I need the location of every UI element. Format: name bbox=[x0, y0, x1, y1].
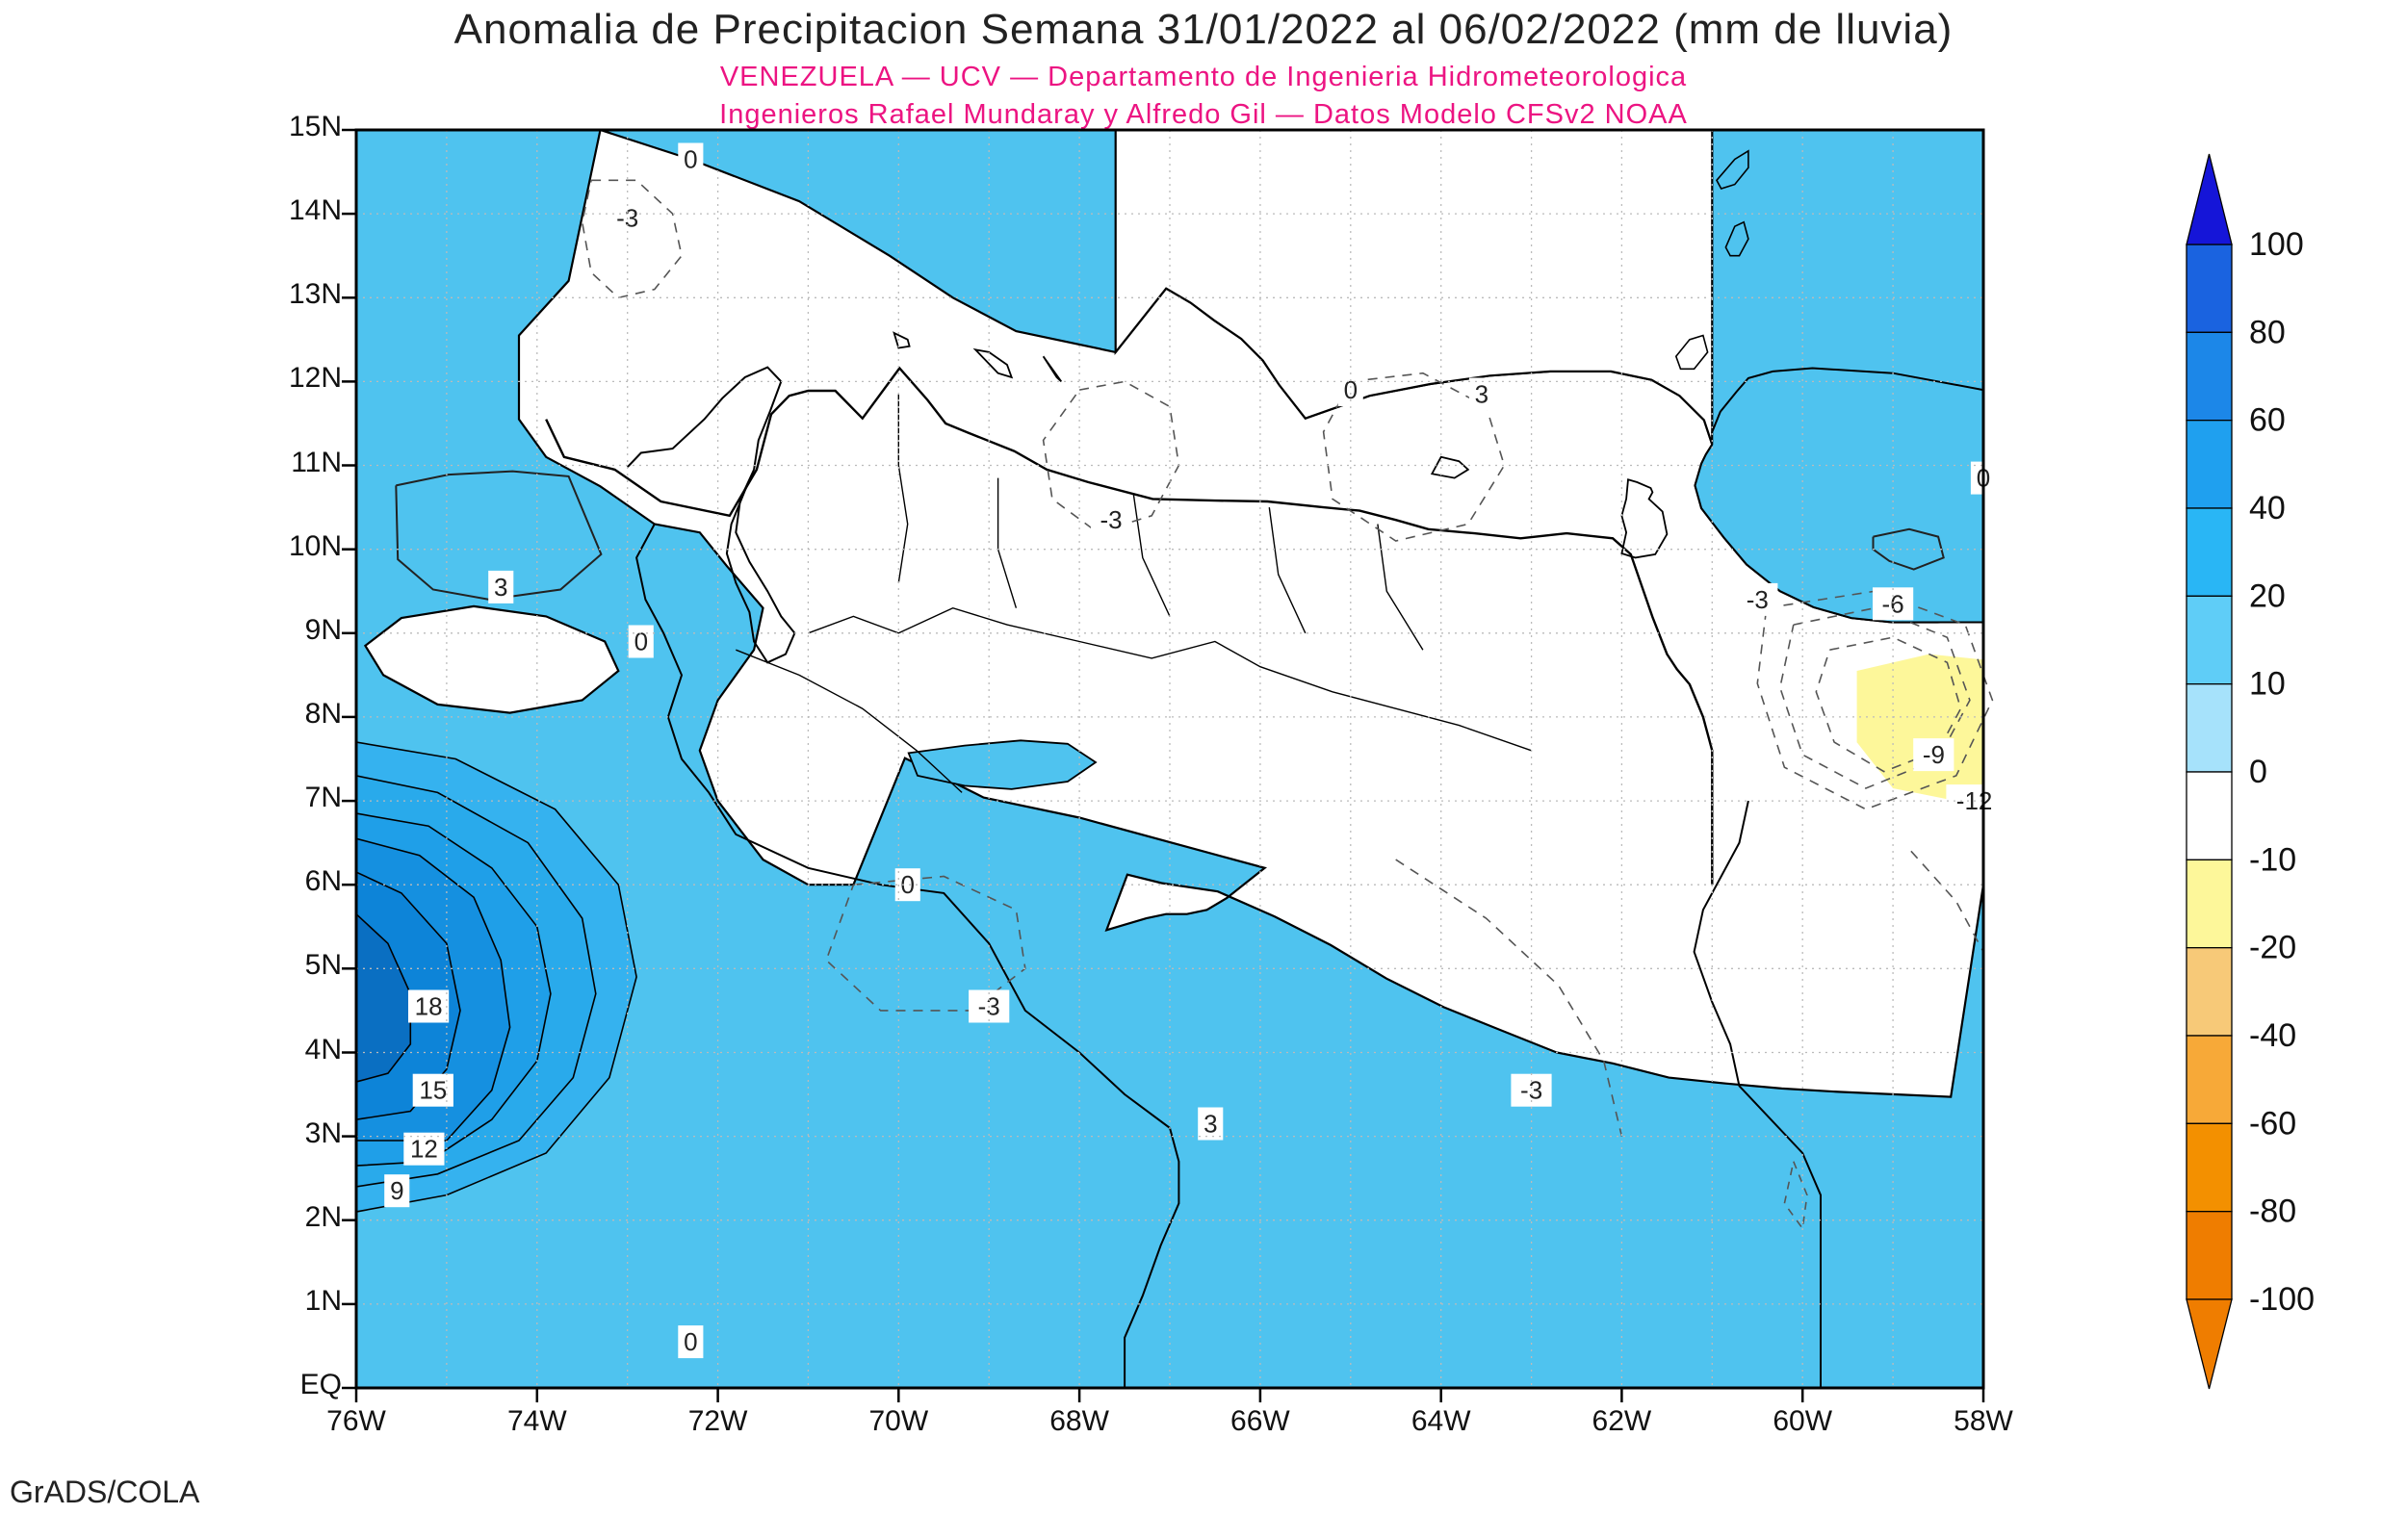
svg-text:-100: -100 bbox=[2249, 1281, 2315, 1318]
svg-text:60: 60 bbox=[2249, 402, 2286, 439]
svg-text:3: 3 bbox=[494, 573, 507, 602]
svg-text:80: 80 bbox=[2249, 314, 2286, 350]
svg-text:-80: -80 bbox=[2249, 1194, 2296, 1230]
svg-text:10: 10 bbox=[2249, 666, 2286, 703]
svg-text:18: 18 bbox=[415, 992, 443, 1021]
svg-text:40: 40 bbox=[2249, 490, 2286, 526]
svg-text:0: 0 bbox=[684, 145, 697, 174]
svg-text:0: 0 bbox=[2249, 754, 2267, 790]
svg-text:0: 0 bbox=[684, 1327, 697, 1356]
svg-text:-20: -20 bbox=[2249, 930, 2296, 966]
svg-text:-6: -6 bbox=[1882, 589, 1904, 618]
svg-text:-10: -10 bbox=[2249, 841, 2296, 878]
svg-text:-3: -3 bbox=[1100, 505, 1122, 534]
svg-text:3: 3 bbox=[1475, 380, 1488, 409]
svg-text:-40: -40 bbox=[2249, 1017, 2296, 1054]
svg-text:3: 3 bbox=[1204, 1110, 1217, 1139]
svg-text:100: 100 bbox=[2249, 226, 2304, 263]
svg-text:0: 0 bbox=[634, 628, 648, 656]
svg-text:9: 9 bbox=[390, 1176, 403, 1205]
svg-text:-60: -60 bbox=[2249, 1105, 2296, 1142]
svg-text:12: 12 bbox=[410, 1135, 438, 1164]
svg-text:15: 15 bbox=[419, 1076, 447, 1105]
svg-text:-9: -9 bbox=[1923, 740, 1945, 769]
svg-text:-3: -3 bbox=[1747, 585, 1769, 614]
svg-text:20: 20 bbox=[2249, 578, 2286, 614]
